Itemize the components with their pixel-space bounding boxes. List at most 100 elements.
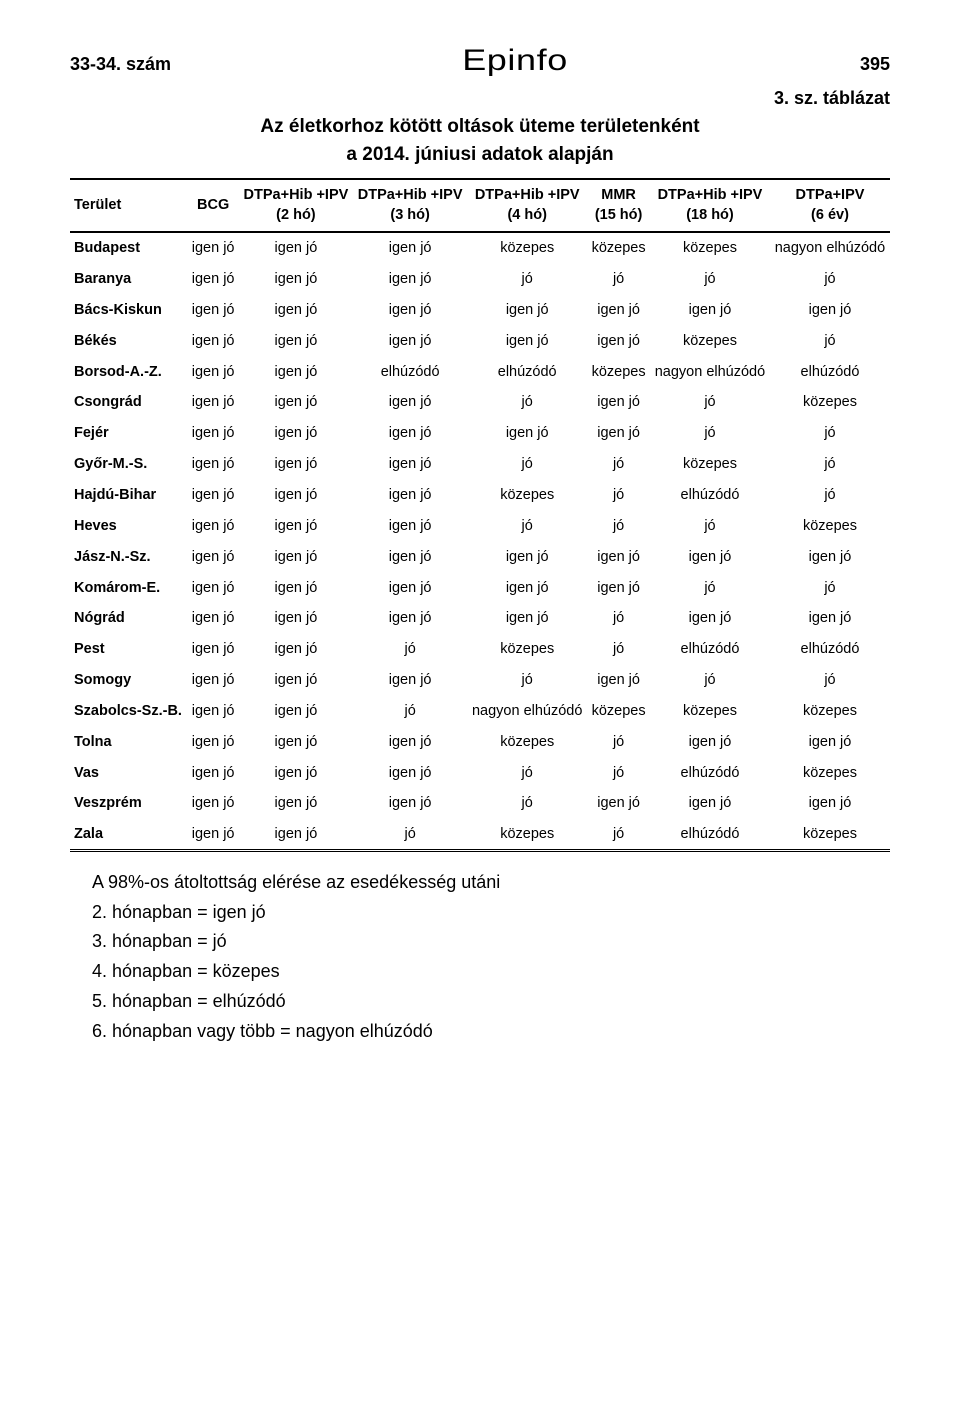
table-cell: jó	[353, 634, 467, 665]
table-cell: jó	[587, 758, 650, 789]
table-cell: nagyon elhúzódó	[650, 357, 770, 388]
table-cell: jó	[587, 634, 650, 665]
table-row: Baranyaigen jóigen jóigen jójójójójó	[70, 264, 890, 295]
col-header-sub: (3 hó)	[357, 206, 463, 226]
table-cell: igen jó	[587, 542, 650, 573]
col-header: MMR(15 hó)	[587, 179, 650, 232]
table-cell: jó	[587, 727, 650, 758]
table-cell: igen jó	[467, 573, 587, 604]
table-cell: jó	[770, 449, 890, 480]
table-cell: igen jó	[187, 418, 238, 449]
legend-intro: A 98%-os átoltottság elérése az esedékes…	[92, 868, 890, 898]
region-name: Veszprém	[70, 788, 187, 819]
table-cell: közepes	[587, 357, 650, 388]
region-name: Tolna	[70, 727, 187, 758]
col-header-top: MMR	[591, 186, 646, 206]
region-name: Győr-M.-S.	[70, 449, 187, 480]
table-cell: közepes	[587, 696, 650, 727]
table-cell: igen jó	[239, 573, 353, 604]
table-cell: közepes	[467, 232, 587, 264]
table-cell: elhúzódó	[650, 819, 770, 850]
table-cell: közepes	[770, 696, 890, 727]
legend-line: 4. hónapban = közepes	[92, 957, 890, 987]
table-cell: igen jó	[239, 696, 353, 727]
table-cell: igen jó	[187, 819, 238, 850]
col-header: DTPa+Hib +IPV(4 hó)	[467, 179, 587, 232]
table-cell: elhúzódó	[467, 357, 587, 388]
table-cell: közepes	[650, 449, 770, 480]
table-cell: elhúzódó	[353, 357, 467, 388]
legend-line: 2. hónapban = igen jó	[92, 898, 890, 928]
table-cell: igen jó	[187, 665, 238, 696]
table-cell: jó	[770, 264, 890, 295]
table-row: Szabolcs-Sz.-B.igen jóigen jójónagyon el…	[70, 696, 890, 727]
table-cell: igen jó	[467, 603, 587, 634]
table-cell: igen jó	[353, 573, 467, 604]
table-cell: közepes	[770, 387, 890, 418]
table-cell: igen jó	[187, 449, 238, 480]
table-cell: igen jó	[467, 418, 587, 449]
table-row: Tolnaigen jóigen jóigen jóközepesjóigen …	[70, 727, 890, 758]
table-cell: igen jó	[187, 480, 238, 511]
table-row: Zalaigen jóigen jójóközepesjóelhúzódóköz…	[70, 819, 890, 850]
table-cell: közepes	[770, 511, 890, 542]
table-cell: igen jó	[650, 603, 770, 634]
table-cell: elhúzódó	[770, 357, 890, 388]
table-cell: igen jó	[187, 727, 238, 758]
col-header-top: DTPa+IPV	[774, 186, 886, 206]
table-cell: igen jó	[187, 264, 238, 295]
table-cell: jó	[587, 449, 650, 480]
region-name: Somogy	[70, 665, 187, 696]
table-cell: elhúzódó	[650, 480, 770, 511]
table-cell: igen jó	[353, 665, 467, 696]
table-cell: jó	[587, 511, 650, 542]
table-cell: igen jó	[353, 727, 467, 758]
table-row: Csongrádigen jóigen jóigen jójóigen jójó…	[70, 387, 890, 418]
region-name: Vas	[70, 758, 187, 789]
table-cell: igen jó	[353, 449, 467, 480]
table-cell: közepes	[650, 326, 770, 357]
table-row: Békésigen jóigen jóigen jóigen jóigen jó…	[70, 326, 890, 357]
table-cell: igen jó	[239, 788, 353, 819]
table-bottom-rule	[70, 849, 890, 852]
issue-number: 33-34. szám	[70, 54, 171, 75]
region-name: Bács-Kiskun	[70, 295, 187, 326]
col-header: BCG	[187, 179, 238, 232]
table-cell: jó	[650, 387, 770, 418]
table-cell: igen jó	[770, 295, 890, 326]
table-cell: közepes	[650, 232, 770, 264]
page-number: 395	[860, 54, 890, 75]
table-cell: igen jó	[239, 727, 353, 758]
table-cell: közepes	[770, 819, 890, 850]
col-header-top: DTPa+Hib +IPV	[471, 186, 583, 206]
col-header-sub: (6 év)	[774, 206, 886, 226]
table-cell: igen jó	[587, 573, 650, 604]
table-cell: jó	[650, 418, 770, 449]
table-cell: közepes	[587, 232, 650, 264]
table-row: Győr-M.-S.igen jóigen jóigen jójójóközep…	[70, 449, 890, 480]
table-cell: igen jó	[650, 542, 770, 573]
table-cell: jó	[650, 665, 770, 696]
region-name: Szabolcs-Sz.-B.	[70, 696, 187, 727]
table-cell: igen jó	[239, 634, 353, 665]
region-name: Pest	[70, 634, 187, 665]
table-cell: jó	[770, 573, 890, 604]
table-cell: jó	[587, 480, 650, 511]
table-cell: igen jó	[353, 511, 467, 542]
col-header-top: BCG	[191, 196, 234, 216]
table-cell: igen jó	[239, 232, 353, 264]
table-cell: igen jó	[587, 665, 650, 696]
table-cell: igen jó	[187, 542, 238, 573]
table-cell: jó	[650, 264, 770, 295]
table-cell: igen jó	[239, 387, 353, 418]
table-cell: igen jó	[239, 480, 353, 511]
table-cell: igen jó	[353, 326, 467, 357]
region-name: Baranya	[70, 264, 187, 295]
table-cell: igen jó	[187, 603, 238, 634]
table-row: Fejérigen jóigen jóigen jóigen jóigen jó…	[70, 418, 890, 449]
table-cell: igen jó	[239, 449, 353, 480]
table-cell: elhúzódó	[650, 634, 770, 665]
table-cell: közepes	[650, 696, 770, 727]
table-cell: közepes	[467, 480, 587, 511]
table-cell: igen jó	[587, 788, 650, 819]
